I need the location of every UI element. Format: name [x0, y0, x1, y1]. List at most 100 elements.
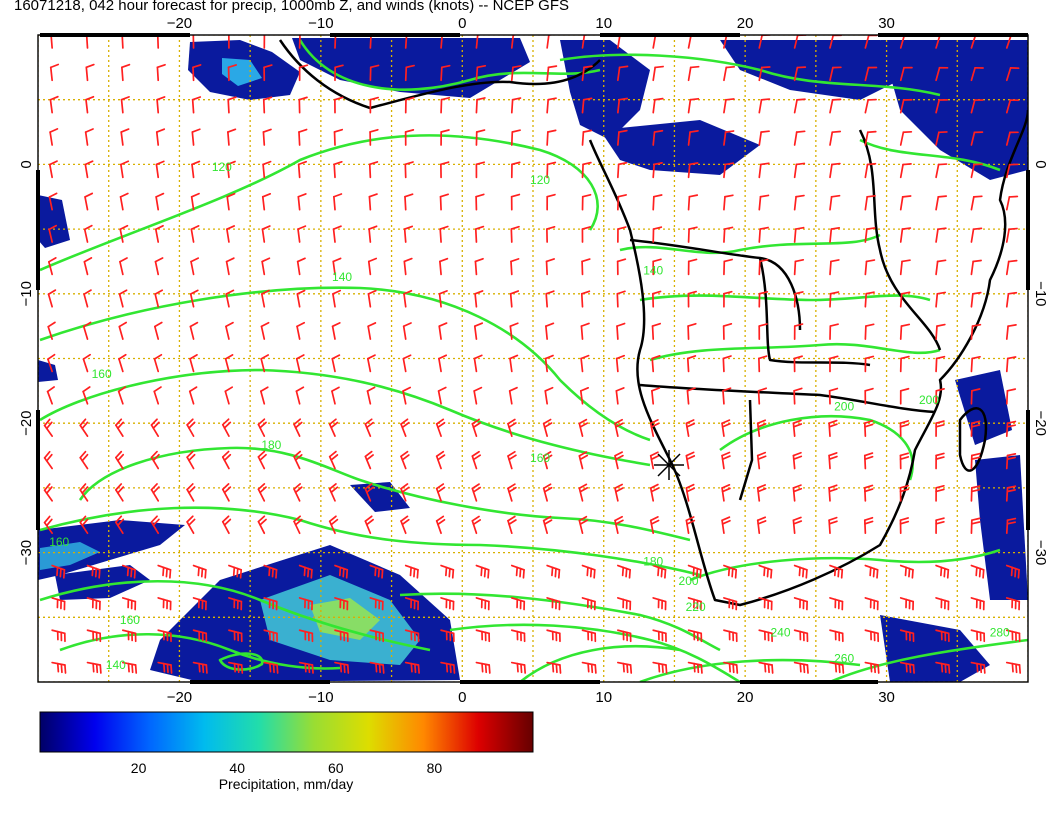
- wind-barb: [403, 225, 414, 243]
- wind-barb: [723, 629, 738, 643]
- lon-tick-label-bottom: −10: [308, 689, 333, 706]
- wind-barb: [544, 354, 554, 373]
- wind-barb: [793, 629, 809, 643]
- wind-barb: [154, 289, 164, 308]
- contour-160-c: [39, 579, 431, 652]
- lon-tick-label-top: 20: [737, 15, 754, 32]
- wind-barb: [263, 661, 279, 674]
- wind-barb: [758, 564, 773, 579]
- lat-tick-label-left: −10: [18, 281, 35, 306]
- wind-barb: [507, 418, 517, 437]
- wind-barb: [260, 354, 270, 373]
- wind-barb: [758, 290, 769, 308]
- wind-barb: [864, 564, 879, 579]
- precip-patch-cameroon: [560, 40, 650, 140]
- wind-barb: [221, 515, 232, 535]
- wind-barb: [581, 161, 592, 179]
- wind-barb: [471, 450, 482, 470]
- wind-barb: [475, 629, 491, 643]
- wind-barb: [758, 162, 770, 179]
- contour-label: 200: [834, 399, 854, 413]
- wind-barb: [156, 35, 161, 49]
- border-1: [629, 238, 802, 331]
- wind-barb: [723, 226, 734, 243]
- wind-barb: [829, 597, 844, 611]
- wind-barb: [649, 483, 660, 502]
- wind-barb: [864, 661, 880, 674]
- wind-barb: [863, 516, 874, 535]
- wind-barb: [475, 97, 486, 114]
- wind-barb: [364, 515, 374, 535]
- wind-barb: [687, 130, 699, 146]
- wind-barb: [935, 163, 948, 179]
- wind-barb: [793, 355, 803, 373]
- wind-barb: [793, 291, 804, 308]
- wind-barb: [1005, 163, 1019, 179]
- wind-barb: [226, 192, 236, 211]
- wind-barb: [191, 96, 202, 114]
- wind-barb: [331, 386, 340, 405]
- figure-title: 16071218, 042 hour forecast for precip, …: [14, 0, 569, 14]
- contour-labels: 120 120 140 140 160 180 160 180 160 160 140 200 220 2…: [49, 160, 1010, 672]
- contour-label: 220: [686, 600, 706, 614]
- wind-barb: [758, 194, 770, 211]
- wind-barb: [899, 452, 910, 470]
- wind-barb: [828, 516, 838, 535]
- wind-barb: [899, 661, 915, 674]
- wind-barb: [47, 321, 56, 340]
- wind-barb: [440, 96, 451, 114]
- wind-barb: [440, 564, 455, 579]
- wind-barb: [864, 130, 877, 146]
- wind-barb: [652, 290, 662, 308]
- contour-label: 140: [106, 658, 126, 672]
- precip-patch-e-lower: [975, 455, 1028, 600]
- wind-barb: [86, 661, 102, 674]
- wind-barb: [793, 130, 806, 146]
- wind-barb: [1005, 195, 1019, 211]
- wind-barb: [829, 226, 841, 243]
- wind-barb: [122, 629, 137, 643]
- wind-barb: [227, 64, 238, 82]
- wind-barb: [899, 323, 911, 340]
- lat-tick-label-right: −30: [1032, 540, 1049, 565]
- wind-barb: [792, 484, 803, 502]
- wind-barb: [333, 193, 343, 211]
- wind-barb: [546, 65, 558, 82]
- wind-barb: [257, 515, 267, 535]
- wind-barb: [368, 161, 379, 179]
- wind-barb: [581, 65, 593, 82]
- wind-barb: [404, 35, 411, 49]
- wind-barb: [331, 322, 341, 340]
- wind-barb: [475, 564, 490, 579]
- wind-barb: [473, 386, 483, 405]
- wind-barb: [970, 517, 981, 535]
- wind-barb: [899, 387, 910, 405]
- wind-barb: [652, 194, 663, 211]
- wind-barb: [829, 162, 841, 179]
- contour-label: 200: [679, 574, 699, 588]
- lat-tick-label-left: −30: [18, 540, 35, 565]
- wind-barb: [829, 661, 845, 674]
- wind-barb: [150, 515, 160, 535]
- wind-barb: [79, 483, 89, 502]
- wind-barb: [828, 484, 838, 502]
- wind-barb: [758, 130, 770, 146]
- colorbar-tick-label: 60: [328, 760, 344, 776]
- wind-barb: [723, 162, 735, 179]
- wind-barb: [685, 483, 696, 502]
- wind-barb: [970, 227, 983, 243]
- wind-barb: [328, 515, 339, 535]
- wind-barb: [687, 97, 700, 114]
- wind-barb: [685, 419, 696, 437]
- wind-barb: [263, 35, 268, 49]
- precip-patch-gulf-guinea-core: [222, 58, 262, 86]
- wind-barb: [84, 128, 94, 146]
- wind-barb: [615, 354, 626, 373]
- wind-barb: [581, 661, 597, 674]
- wind-barb: [1005, 67, 1020, 82]
- wind-barb: [334, 597, 349, 611]
- wind-barb: [86, 597, 101, 611]
- wind-barb: [970, 99, 984, 114]
- wind-barb: [793, 564, 808, 579]
